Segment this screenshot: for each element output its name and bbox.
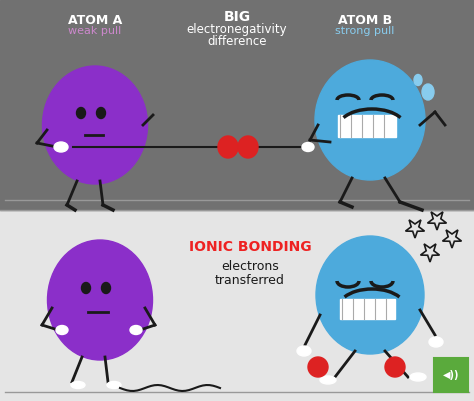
Ellipse shape: [238, 136, 258, 158]
Ellipse shape: [54, 142, 68, 152]
Bar: [338, 115, 396, 137]
Ellipse shape: [130, 326, 142, 334]
Bar: [0, 0, 474, 210]
Ellipse shape: [101, 282, 110, 294]
Ellipse shape: [422, 84, 434, 100]
Text: ATOM A: ATOM A: [68, 14, 122, 27]
Bar: [434, 358, 468, 392]
Ellipse shape: [385, 357, 405, 377]
Text: weak pull: weak pull: [68, 26, 122, 36]
Text: electrons: electrons: [221, 260, 279, 273]
Text: ATOM B: ATOM B: [338, 14, 392, 27]
Ellipse shape: [43, 66, 147, 184]
Ellipse shape: [302, 142, 314, 152]
Ellipse shape: [297, 346, 311, 356]
Ellipse shape: [316, 236, 424, 354]
Ellipse shape: [71, 381, 85, 389]
Text: strong pull: strong pull: [335, 26, 395, 36]
Ellipse shape: [315, 60, 425, 180]
Ellipse shape: [308, 357, 328, 377]
Text: difference: difference: [207, 35, 267, 48]
Bar: [340, 299, 395, 319]
Ellipse shape: [47, 240, 153, 360]
Ellipse shape: [320, 376, 336, 384]
Ellipse shape: [97, 107, 106, 119]
Ellipse shape: [107, 381, 121, 389]
Ellipse shape: [218, 136, 238, 158]
Ellipse shape: [410, 373, 426, 381]
Text: ◀)): ◀)): [443, 370, 459, 380]
Text: electronegativity: electronegativity: [187, 23, 287, 36]
Text: transferred: transferred: [215, 274, 285, 287]
Ellipse shape: [429, 337, 443, 347]
Ellipse shape: [56, 326, 68, 334]
Ellipse shape: [414, 75, 422, 85]
Ellipse shape: [82, 282, 91, 294]
Text: BIG: BIG: [223, 10, 251, 24]
Ellipse shape: [76, 107, 85, 119]
Text: IONIC BONDING: IONIC BONDING: [189, 240, 311, 254]
